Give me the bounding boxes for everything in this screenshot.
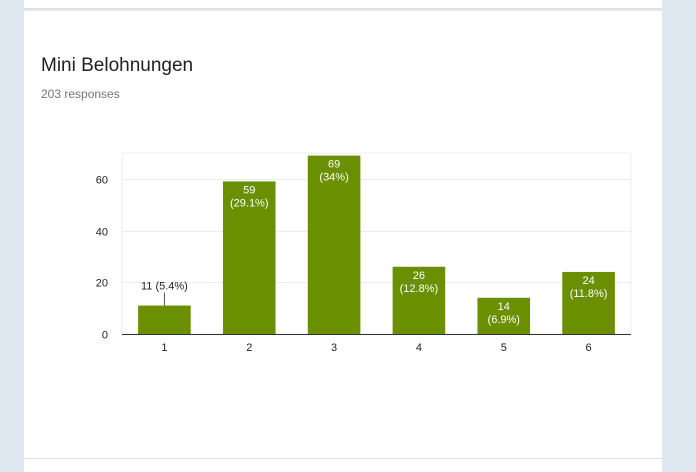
bar (477, 297, 531, 334)
y-tick-label: 20 (96, 278, 108, 290)
response-count: 203 responses (41, 87, 120, 101)
x-tick-label: 3 (331, 342, 337, 354)
x-tick-label: 2 (246, 342, 252, 354)
x-tick-label: 6 (586, 342, 592, 354)
data-label: 24 (11.8%) (570, 275, 608, 300)
x-tick-label: 1 (161, 342, 167, 354)
data-label: 14 (6.9%) (488, 301, 520, 326)
data-label: 26 (12.8%) (400, 270, 439, 295)
plot-frame (121, 152, 632, 335)
bar (307, 155, 361, 334)
y-tick-label: 0 (102, 330, 108, 342)
data-label: 69 (34%) (319, 159, 348, 184)
bar (392, 266, 446, 334)
question-title: Mini Belohnungen (41, 55, 194, 76)
next-card-edge (24, 459, 662, 472)
y-tick-label: 60 (96, 175, 108, 187)
x-tick-label: 4 (416, 342, 422, 354)
y-tick-label: 40 (96, 227, 108, 239)
bar (562, 271, 615, 334)
bar (222, 181, 276, 334)
data-label: 59 (29.1%) (230, 184, 269, 209)
x-tick-label: 5 (501, 342, 507, 354)
bar (138, 305, 191, 334)
previous-card-edge (24, 0, 662, 9)
data-label: 11 (5.4%) (141, 281, 188, 293)
